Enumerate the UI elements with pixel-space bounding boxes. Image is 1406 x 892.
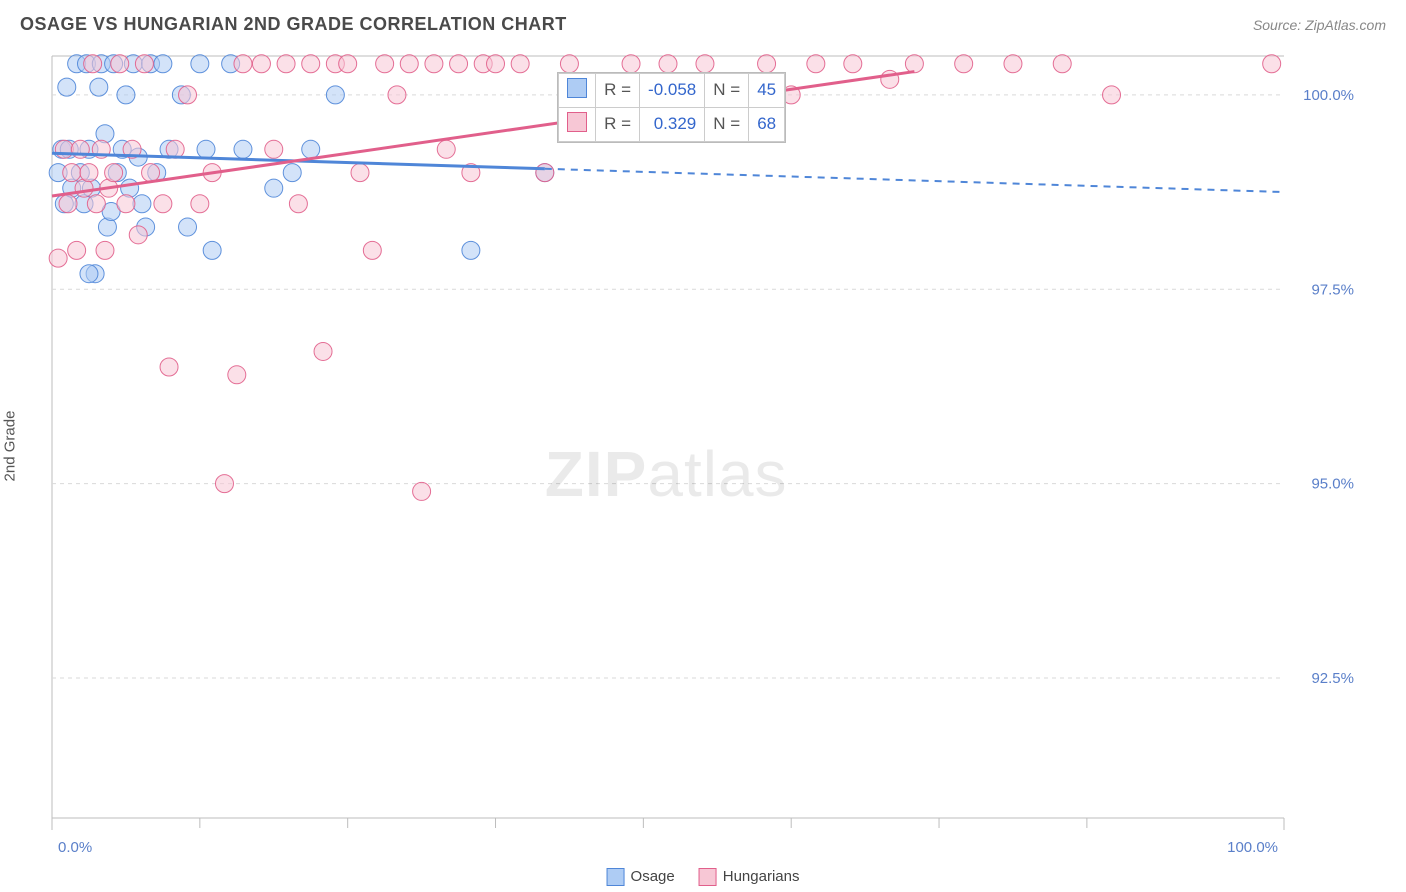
stats-box: R =-0.058N =45R =0.329N =68 [557, 72, 786, 143]
svg-text:100.0%: 100.0% [1303, 87, 1354, 104]
svg-text:0.0%: 0.0% [58, 839, 92, 856]
svg-text:95.0%: 95.0% [1311, 476, 1354, 493]
legend-item: Osage [607, 868, 675, 886]
chart-legend: Osage Hungarians [607, 868, 800, 886]
legend-item: Hungarians [699, 868, 800, 886]
svg-text:97.5%: 97.5% [1311, 281, 1354, 298]
svg-text:92.5%: 92.5% [1311, 670, 1354, 687]
svg-text:100.0%: 100.0% [1227, 839, 1278, 856]
